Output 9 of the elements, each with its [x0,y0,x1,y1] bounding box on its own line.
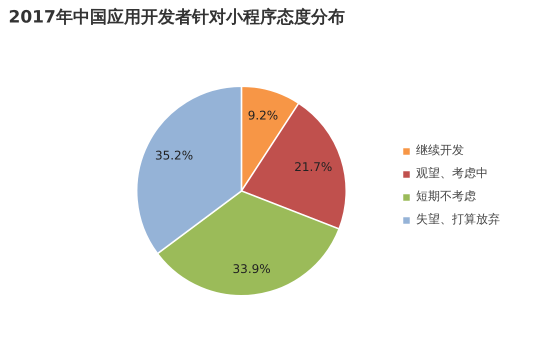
chart-title: 2017年中国应用开发者针对小程序态度分布 [8,8,345,28]
legend-label: 观望、考虑中 [416,165,488,182]
data-label: 21.7% [294,160,332,174]
legend-label: 短期不考虑 [416,188,476,205]
legend-label: 继续开发 [416,142,464,159]
legend-label: 失望、打算放弃 [416,211,500,228]
data-label: 9.2% [248,108,278,123]
data-label: 35.2% [154,148,194,163]
data-label: 33.9% [232,262,271,276]
